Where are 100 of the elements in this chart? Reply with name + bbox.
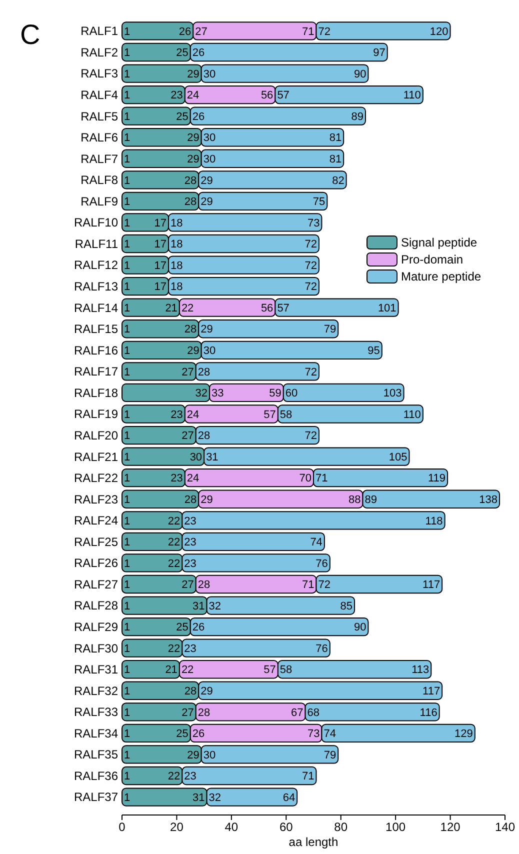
text: 101	[378, 302, 396, 314]
y-tick-label: RALF30	[74, 641, 118, 656]
y-tick-label: RALF25	[74, 534, 118, 549]
y-tick-label: RALF15	[74, 322, 118, 336]
text: 22	[168, 770, 180, 783]
text: 21	[165, 302, 178, 314]
x-tick-label: 80	[334, 820, 348, 834]
text: 27	[182, 706, 194, 719]
text: 1	[124, 26, 130, 38]
y-tick-label: RALF6	[80, 130, 118, 145]
y-tick-label: RALF1	[80, 24, 118, 38]
text: 72	[304, 430, 317, 442]
y-tick-label: RALF33	[74, 705, 118, 720]
text: 64	[282, 792, 296, 804]
text: 23	[184, 770, 196, 783]
text: 110	[403, 408, 421, 421]
text: 57	[264, 664, 276, 676]
text: 1	[124, 324, 130, 336]
text: 57	[277, 90, 290, 102]
y-tick-label: RALF2	[80, 45, 118, 60]
text: 138	[479, 494, 498, 506]
text: 1	[124, 68, 130, 80]
text: 29	[187, 132, 200, 144]
text: 72	[318, 26, 330, 38]
text: 1	[124, 153, 130, 166]
text: 28	[184, 196, 197, 208]
text: 79	[324, 324, 336, 336]
text: 30	[203, 68, 216, 80]
y-tick-label: RALF27	[74, 577, 118, 592]
text: 117	[422, 579, 440, 592]
y-tick-label: RALF12	[74, 258, 118, 272]
text: 1	[124, 90, 130, 102]
text: 1	[124, 728, 130, 740]
y-tick-label: RALF18	[74, 386, 118, 400]
text: 23	[170, 90, 183, 102]
text: 32	[208, 600, 222, 612]
text: 29	[187, 345, 200, 358]
text: 1	[124, 770, 130, 783]
text: 74	[310, 536, 322, 549]
text: 24	[186, 472, 200, 485]
text: 56	[260, 302, 274, 314]
text: 67	[291, 706, 304, 719]
text: 17	[154, 281, 167, 294]
text: 25	[176, 728, 188, 740]
text: 1	[124, 579, 130, 592]
text: 22	[168, 515, 180, 528]
y-tick-label: RALF20	[74, 428, 118, 442]
text: 1	[124, 749, 130, 762]
text: 29	[200, 494, 213, 506]
text: 97	[373, 47, 386, 60]
text: 26	[192, 728, 205, 740]
text: 116	[420, 706, 438, 719]
text: 74	[324, 728, 336, 740]
text: 32	[208, 792, 222, 804]
text: 119	[428, 472, 446, 485]
y-tick-label: RALF24	[74, 514, 118, 528]
text: 72	[318, 579, 330, 592]
text: 1	[124, 494, 130, 506]
text: 110	[403, 90, 421, 102]
text: 27	[182, 579, 194, 592]
text: 28	[184, 324, 197, 336]
text: 24	[186, 90, 200, 102]
text: 26	[192, 110, 205, 123]
text: 31	[206, 451, 218, 464]
text: 90	[354, 622, 366, 634]
text: 1	[124, 622, 130, 634]
y-tick-label: RALF16	[74, 343, 118, 358]
text: 1	[124, 238, 130, 251]
text: 29	[200, 685, 213, 698]
text: 28	[198, 366, 210, 378]
y-tick-label: RALF3	[80, 66, 118, 81]
y-tick-label: RALF26	[74, 556, 118, 570]
text: 32	[195, 388, 208, 400]
text: 57	[277, 302, 290, 314]
y-tick-label: RALF17	[74, 364, 118, 379]
text: 58	[280, 664, 292, 676]
text: 58	[280, 408, 292, 421]
text: 23	[184, 642, 196, 655]
text: 30	[203, 132, 216, 144]
legend-label: Mature peptide	[401, 270, 482, 284]
text: 129	[454, 728, 473, 740]
text: 1	[124, 792, 130, 804]
text: 1	[124, 196, 130, 208]
text: 30	[203, 749, 216, 762]
y-tick-label: RALF9	[80, 194, 118, 208]
text: 1	[124, 302, 130, 314]
text: 1	[124, 110, 130, 123]
text: 59	[269, 388, 282, 400]
y-tick-label: RALF32	[74, 684, 118, 698]
text: 1	[124, 515, 130, 528]
text: 57	[264, 408, 276, 421]
text: 28	[184, 685, 197, 698]
text: 28	[184, 494, 197, 506]
text: 95	[368, 345, 380, 358]
text: 29	[200, 196, 213, 208]
text: 23	[184, 558, 196, 570]
text: 17	[154, 217, 167, 230]
text: 89	[364, 494, 377, 506]
text: 21	[165, 664, 178, 676]
legend-label: Pro-domain	[401, 252, 464, 267]
